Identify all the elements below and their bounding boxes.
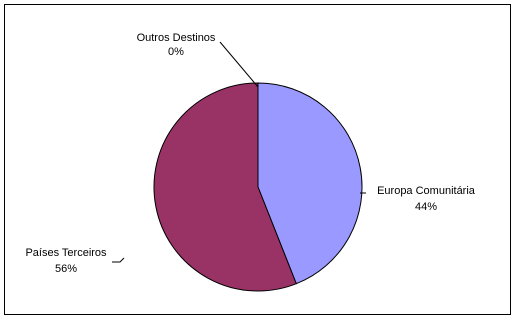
pie-slice-europa-comunitaria — [257, 82, 363, 285]
label-paises-terceiros: Países Terceiros — [25, 247, 107, 259]
leader-line-outros-destinos — [219, 41, 259, 88]
leader-line-paises-terceiros — [112, 257, 125, 263]
value-paises-terceiros: 56% — [55, 263, 77, 275]
value-outros-destinos: 0% — [168, 46, 184, 58]
pie-slice-paises-terceiros — [153, 82, 297, 292]
label-outros-destinos: Outros Destinos — [137, 32, 216, 44]
label-europa-comunitaria: Europa Comunitária — [377, 185, 476, 197]
pie-slices — [153, 82, 363, 292]
value-europa-comunitaria: 44% — [415, 201, 437, 213]
